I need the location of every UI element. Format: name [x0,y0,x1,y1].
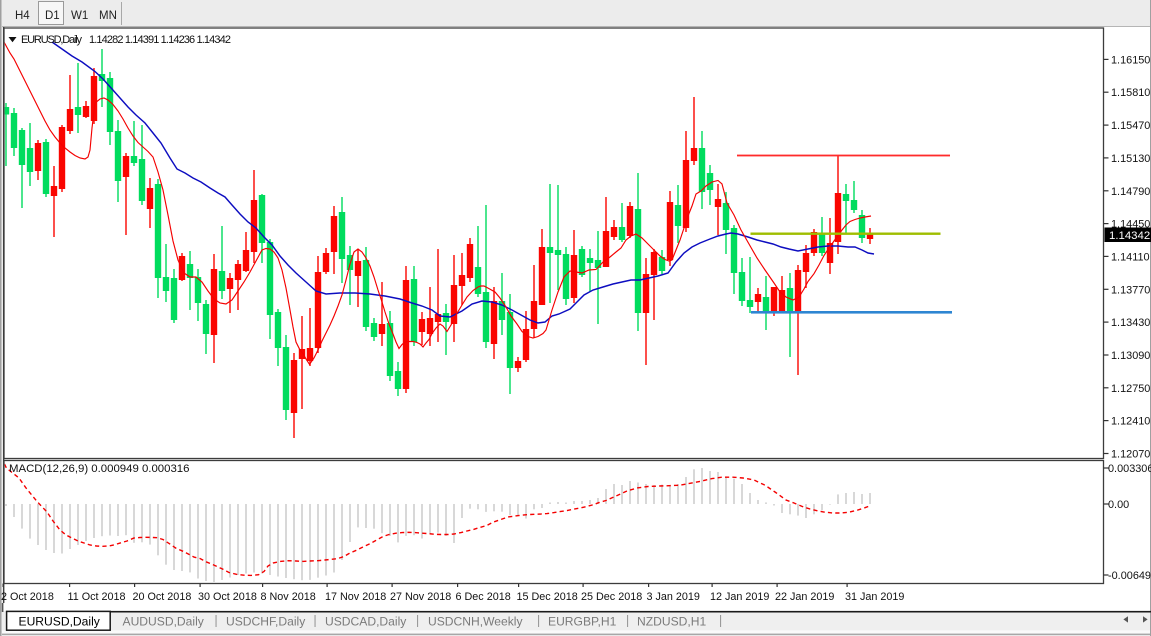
svg-text:MACD(12,26,9) 0.000949 0.00031: MACD(12,26,9) 0.000949 0.000316 [9,463,189,475]
svg-text:1.16150: 1.16150 [1111,54,1150,66]
svg-text:1.14790: 1.14790 [1111,186,1150,198]
svg-text:17 Nov 2018: 17 Nov 2018 [325,591,386,603]
svg-text:15 Dec 2018: 15 Dec 2018 [517,591,578,603]
svg-text:USDCAD,Daily: USDCAD,Daily [325,614,407,628]
svg-text:0.00: 0.00 [1108,499,1129,511]
svg-text:27 Nov 2018: 27 Nov 2018 [390,591,451,603]
svg-text:6 Dec 2018: 6 Dec 2018 [456,591,511,603]
svg-text:30 Oct 2018: 30 Oct 2018 [198,591,257,603]
svg-text:USDCNH,Weekly: USDCNH,Weekly [428,614,523,628]
svg-text:0.003306: 0.003306 [1108,463,1151,475]
svg-text:1.13430: 1.13430 [1111,317,1150,329]
svg-text:1.15470: 1.15470 [1111,120,1150,132]
svg-text:USDCHF,Daily: USDCHF,Daily [226,614,306,628]
svg-text:MN: MN [99,10,117,22]
svg-text:11 Oct 2018: 11 Oct 2018 [68,591,126,603]
svg-text:3 Jan 2019: 3 Jan 2019 [647,591,700,603]
svg-text:NZDUSD,H1: NZDUSD,H1 [637,614,706,628]
svg-text:12 Jan 2019: 12 Jan 2019 [710,591,769,603]
svg-text:1.14282 1.14391 1.14236 1.1434: 1.14282 1.14391 1.14236 1.14342 [89,34,231,46]
svg-text:H4: H4 [15,10,30,22]
svg-text:1.13770: 1.13770 [1111,284,1150,296]
svg-text:31 Jan 2019: 31 Jan 2019 [845,591,904,603]
svg-text:EURGBP,H1: EURGBP,H1 [548,614,617,628]
svg-text:1.13090: 1.13090 [1111,350,1150,362]
svg-text:AUDUSD,Daily: AUDUSD,Daily [123,614,205,628]
svg-text:D1: D1 [45,10,60,22]
svg-text:20 Oct 2018: 20 Oct 2018 [133,591,192,603]
svg-text:1.12070: 1.12070 [1111,449,1150,461]
svg-text:22 Jan 2019: 22 Jan 2019 [775,591,834,603]
svg-text:1.12410: 1.12410 [1111,416,1150,428]
svg-text:8 Nov 2018: 8 Nov 2018 [261,591,316,603]
svg-text:W1: W1 [71,10,88,22]
svg-text:1.14110: 1.14110 [1111,251,1150,263]
svg-text:2 Oct 2018: 2 Oct 2018 [1,591,54,603]
svg-text:1.15810: 1.15810 [1111,87,1150,99]
svg-text:EURUSD,Daily: EURUSD,Daily [21,34,83,46]
svg-text:1.12750: 1.12750 [1111,383,1150,395]
svg-text:EURUSD,Daily: EURUSD,Daily [19,614,101,628]
svg-text:25 Dec 2018: 25 Dec 2018 [581,591,642,603]
svg-text:1.15130: 1.15130 [1111,153,1150,165]
svg-text:1.14342: 1.14342 [1109,230,1150,242]
svg-text:-0.00649: -0.00649 [1108,570,1151,582]
